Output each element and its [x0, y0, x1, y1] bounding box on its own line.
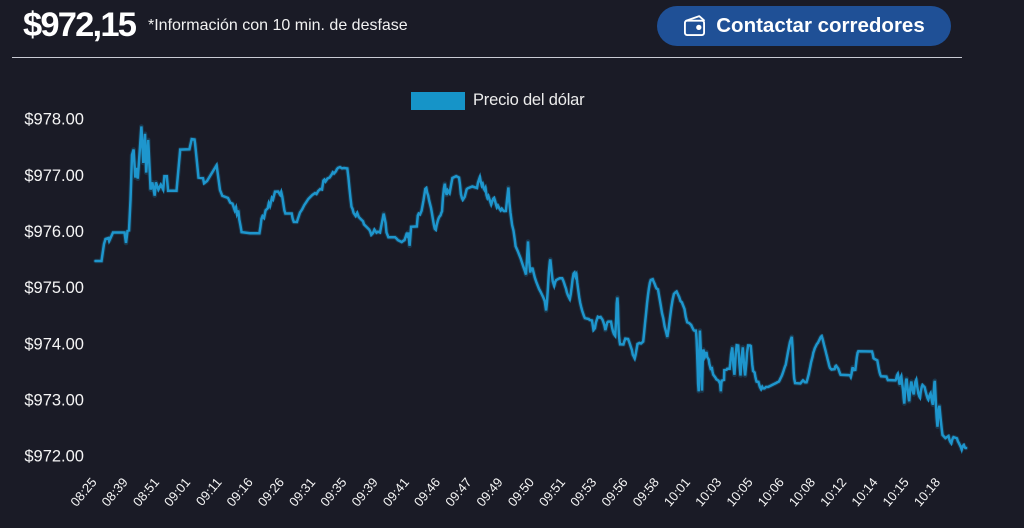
svg-text:09:51: 09:51 — [536, 475, 568, 510]
svg-text:09:39: 09:39 — [348, 475, 380, 510]
svg-text:10:15: 10:15 — [879, 475, 911, 510]
svg-text:10:05: 10:05 — [723, 475, 755, 510]
svg-text:10:14: 10:14 — [848, 475, 880, 510]
svg-text:09:58: 09:58 — [630, 475, 662, 510]
svg-text:09:53: 09:53 — [567, 475, 599, 510]
svg-text:08:25: 08:25 — [67, 475, 99, 510]
svg-text:$975.00: $975.00 — [24, 279, 84, 297]
svg-text:$973.00: $973.00 — [24, 391, 84, 409]
svg-text:10:18: 10:18 — [911, 475, 943, 510]
svg-text:09:50: 09:50 — [505, 475, 537, 510]
svg-text:09:56: 09:56 — [598, 475, 630, 510]
svg-text:09:11: 09:11 — [193, 475, 225, 509]
svg-text:08:51: 08:51 — [130, 475, 162, 510]
svg-text:$972.00: $972.00 — [24, 448, 84, 466]
svg-text:$978.00: $978.00 — [24, 111, 84, 129]
svg-text:08:39: 08:39 — [98, 475, 130, 510]
svg-text:09:35: 09:35 — [317, 475, 349, 510]
svg-text:10:08: 10:08 — [786, 475, 818, 510]
svg-text:09:26: 09:26 — [255, 475, 287, 510]
svg-text:10:01: 10:01 — [661, 475, 693, 510]
svg-text:09:31: 09:31 — [286, 475, 318, 510]
svg-text:09:46: 09:46 — [411, 475, 443, 510]
svg-text:10:12: 10:12 — [817, 475, 849, 510]
svg-text:$974.00: $974.00 — [24, 335, 84, 353]
svg-text:09:47: 09:47 — [442, 475, 474, 510]
svg-text:09:49: 09:49 — [473, 475, 505, 510]
svg-text:09:41: 09:41 — [380, 475, 412, 510]
svg-text:$976.00: $976.00 — [24, 223, 84, 241]
svg-text:10:06: 10:06 — [755, 475, 787, 510]
svg-text:10:03: 10:03 — [692, 475, 724, 510]
svg-text:09:16: 09:16 — [223, 475, 255, 510]
svg-text:$977.00: $977.00 — [24, 167, 84, 185]
svg-text:09:01: 09:01 — [161, 475, 193, 510]
